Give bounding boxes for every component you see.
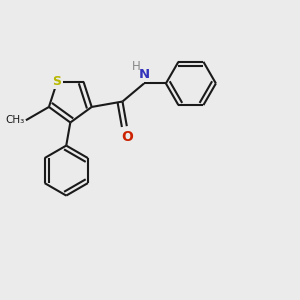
Text: CH₃: CH₃ xyxy=(5,115,24,125)
Text: N: N xyxy=(139,68,150,81)
Text: H: H xyxy=(132,59,141,73)
Text: O: O xyxy=(121,130,133,144)
Text: S: S xyxy=(52,75,62,88)
